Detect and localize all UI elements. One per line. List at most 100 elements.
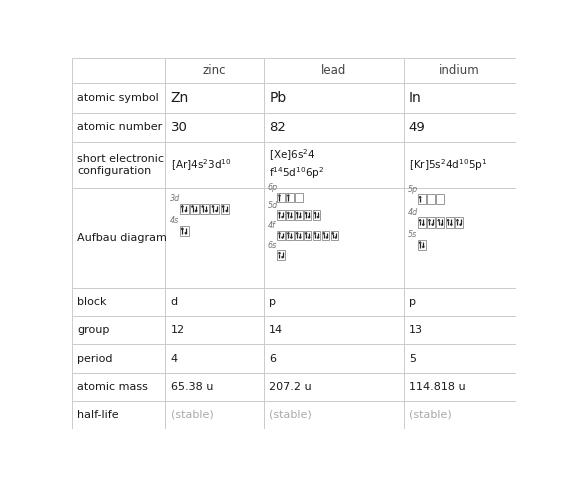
Text: In: In bbox=[409, 91, 422, 105]
Bar bbox=[72, 58, 166, 83]
Text: $\mathrm{[Kr]5s^24d^{10}5p^1}$: $\mathrm{[Kr]5s^24d^{10}5p^1}$ bbox=[409, 157, 487, 173]
Bar bbox=[403, 316, 516, 345]
Polygon shape bbox=[206, 211, 207, 212]
Polygon shape bbox=[314, 233, 316, 234]
Bar bbox=[166, 401, 264, 429]
Bar bbox=[313, 210, 320, 220]
Text: half-life: half-life bbox=[77, 410, 119, 420]
Polygon shape bbox=[291, 237, 292, 239]
Bar bbox=[403, 142, 516, 188]
Polygon shape bbox=[278, 195, 280, 196]
Bar bbox=[166, 83, 264, 113]
Text: 5d: 5d bbox=[268, 201, 278, 210]
Text: 4: 4 bbox=[171, 353, 178, 363]
Bar bbox=[264, 142, 403, 188]
Polygon shape bbox=[308, 237, 310, 239]
Bar bbox=[72, 83, 166, 113]
Bar bbox=[437, 217, 445, 228]
Bar bbox=[166, 113, 264, 142]
Bar bbox=[264, 345, 403, 373]
Polygon shape bbox=[215, 211, 217, 212]
Polygon shape bbox=[457, 219, 458, 221]
Bar bbox=[264, 83, 403, 113]
Bar bbox=[403, 288, 516, 316]
Bar bbox=[286, 231, 293, 241]
Bar bbox=[166, 142, 264, 188]
Bar bbox=[264, 288, 403, 316]
Polygon shape bbox=[185, 211, 187, 212]
Bar bbox=[295, 210, 303, 220]
Text: atomic number: atomic number bbox=[77, 122, 162, 133]
Bar bbox=[277, 193, 285, 202]
Bar bbox=[166, 373, 264, 401]
Text: indium: indium bbox=[439, 64, 480, 77]
Bar bbox=[286, 193, 293, 202]
Bar bbox=[403, 83, 516, 113]
Bar bbox=[304, 231, 311, 241]
Text: $\mathrm{f^{14}5d^{10}6p^2}$: $\mathrm{f^{14}5d^{10}6p^2}$ bbox=[269, 165, 324, 181]
Bar bbox=[418, 217, 426, 228]
Bar bbox=[427, 194, 435, 204]
Bar bbox=[190, 203, 199, 214]
Polygon shape bbox=[419, 197, 421, 198]
Bar bbox=[277, 250, 285, 260]
Bar bbox=[455, 217, 463, 228]
Bar bbox=[264, 58, 403, 83]
Bar bbox=[72, 113, 166, 142]
Polygon shape bbox=[450, 224, 452, 226]
Polygon shape bbox=[419, 219, 421, 221]
Bar bbox=[403, 113, 516, 142]
Text: 207.2 u: 207.2 u bbox=[269, 382, 312, 392]
Polygon shape bbox=[419, 242, 421, 243]
Bar bbox=[295, 193, 303, 202]
Polygon shape bbox=[222, 206, 224, 207]
Polygon shape bbox=[448, 219, 449, 221]
Polygon shape bbox=[326, 237, 328, 239]
Polygon shape bbox=[422, 224, 424, 226]
Bar bbox=[437, 194, 445, 204]
Text: 49: 49 bbox=[409, 121, 426, 134]
Text: Aufbau diagram: Aufbau diagram bbox=[77, 233, 167, 243]
Polygon shape bbox=[422, 246, 424, 248]
Polygon shape bbox=[429, 219, 430, 221]
Polygon shape bbox=[202, 206, 203, 207]
Bar bbox=[72, 288, 166, 316]
Text: p: p bbox=[409, 297, 416, 307]
Bar bbox=[295, 231, 303, 241]
Text: $\mathrm{[Ar]4s^23d^{10}}$: $\mathrm{[Ar]4s^23d^{10}}$ bbox=[171, 157, 231, 173]
Bar bbox=[72, 316, 166, 345]
Text: 6: 6 bbox=[269, 353, 276, 363]
Bar bbox=[286, 210, 293, 220]
Polygon shape bbox=[291, 217, 292, 218]
Polygon shape bbox=[282, 217, 283, 218]
Polygon shape bbox=[195, 211, 197, 212]
Text: 14: 14 bbox=[269, 325, 284, 335]
Bar bbox=[264, 113, 403, 142]
Bar bbox=[264, 401, 403, 429]
Text: lead: lead bbox=[321, 64, 347, 77]
Text: 114.818 u: 114.818 u bbox=[409, 382, 465, 392]
Bar bbox=[200, 203, 209, 214]
Bar bbox=[210, 203, 219, 214]
Text: atomic symbol: atomic symbol bbox=[77, 93, 159, 103]
Text: (stable): (stable) bbox=[409, 410, 452, 420]
Text: 82: 82 bbox=[269, 121, 286, 134]
Bar bbox=[264, 188, 403, 288]
Text: $\mathrm{[Xe]6s^24}$: $\mathrm{[Xe]6s^24}$ bbox=[269, 148, 316, 163]
Polygon shape bbox=[192, 206, 194, 207]
Text: zinc: zinc bbox=[203, 64, 226, 77]
Polygon shape bbox=[300, 217, 301, 218]
Bar bbox=[72, 373, 166, 401]
Bar bbox=[72, 345, 166, 373]
Text: 4d: 4d bbox=[408, 208, 418, 217]
Polygon shape bbox=[182, 206, 183, 207]
Polygon shape bbox=[278, 212, 280, 214]
Text: Pb: Pb bbox=[269, 91, 286, 105]
Text: 4s: 4s bbox=[170, 216, 179, 225]
Bar bbox=[403, 188, 516, 288]
Bar bbox=[304, 210, 311, 220]
Bar bbox=[403, 58, 516, 83]
Bar bbox=[418, 240, 426, 250]
Bar bbox=[264, 373, 403, 401]
Text: 5s: 5s bbox=[408, 230, 417, 239]
